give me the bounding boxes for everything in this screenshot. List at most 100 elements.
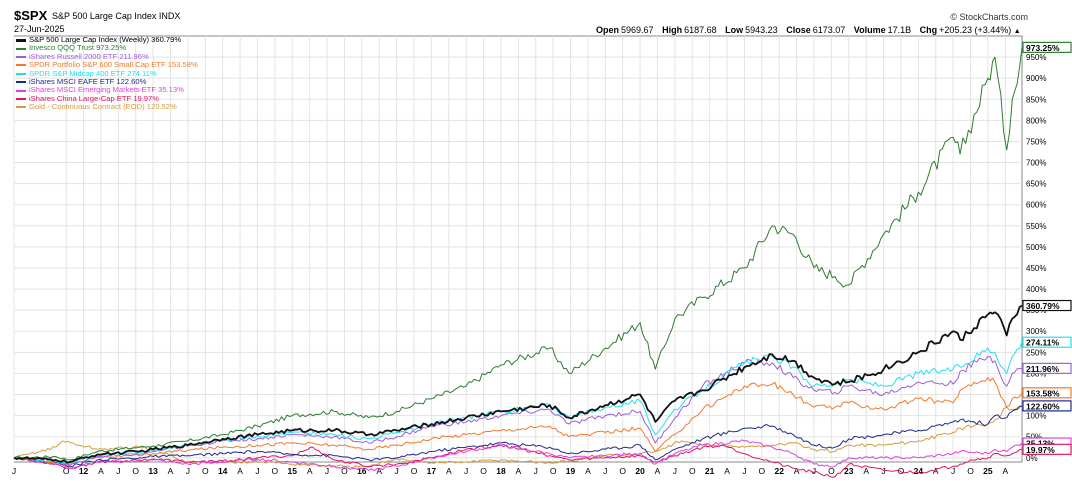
end-label-1: 360.79% <box>1022 299 1072 312</box>
x-tick-label: J <box>951 466 955 476</box>
x-tick-label: J <box>603 466 607 476</box>
y-tick-label: 50% <box>1026 433 1042 442</box>
svg-text:360.79%: 360.79% <box>1026 301 1060 311</box>
y-tick-label: 300% <box>1026 327 1046 336</box>
x-tick-label: O <box>272 466 279 476</box>
x-tick-label: A <box>516 466 522 476</box>
x-tick-label: 14 <box>218 466 228 476</box>
symbol-name: S&P 500 Large Cap Index INDX <box>52 11 181 21</box>
legend-label: Gold - Continuous Contract (EOD) 120.52% <box>29 102 177 112</box>
x-tick-label: O <box>341 466 348 476</box>
x-tick-label: J <box>255 466 259 476</box>
low-value: 5943.23 <box>745 25 778 35</box>
volume-value: 17.1B <box>887 25 912 35</box>
svg-text:122.60%: 122.60% <box>1026 401 1060 411</box>
series-line-7 <box>13 444 1023 478</box>
legend-swatch <box>16 56 26 59</box>
chart-legend: S&P 500 Large Cap Index (Weekly) 360.79%… <box>16 35 198 112</box>
x-tick-label: 22 <box>774 466 784 476</box>
x-tick-label: O <box>619 466 626 476</box>
x-tick-label: 24 <box>914 466 924 476</box>
x-tick-label: O <box>689 466 696 476</box>
y-tick-label: 100% <box>1026 412 1046 421</box>
low-label: Low <box>725 25 744 35</box>
x-tick-label: J <box>534 466 538 476</box>
legend-label: iShares MSCI Emerging Markets ETF 35.13% <box>29 85 184 95</box>
y-tick-label: 0% <box>1026 454 1038 463</box>
legend-swatch <box>16 106 26 109</box>
x-tick-label: O <box>550 466 557 476</box>
x-tick-label: 19 <box>566 466 576 476</box>
y-tick-label: 900% <box>1026 74 1046 83</box>
series-line-0 <box>13 47 1023 461</box>
x-tick-label: O <box>132 466 139 476</box>
y-tick-label: 450% <box>1026 264 1046 273</box>
legend-item-4: SPDR S&P Midcap 400 ETF 274.11% <box>16 68 198 78</box>
brand-credit[interactable]: © StockCharts.com <box>950 12 1028 22</box>
x-tick-label: 20 <box>635 466 645 476</box>
x-tick-label: J <box>881 466 885 476</box>
x-tick-label: O <box>202 466 209 476</box>
legend-label: SPDR S&P Midcap 400 ETF 274.11% <box>29 68 157 78</box>
legend-swatch <box>16 38 26 42</box>
x-tick-label: A <box>863 466 869 476</box>
chg-value: +205.23 (+3.44%) <box>939 25 1012 35</box>
end-label-7: 19.97% <box>1022 443 1072 455</box>
legend-item-5: iShares MSCI EAFE ETF 122.60% <box>16 77 198 87</box>
x-tick-label: 25 <box>983 466 993 476</box>
x-tick-label: A <box>1002 466 1008 476</box>
y-tick-label: 250% <box>1026 348 1046 357</box>
legend-item-6: iShares MSCI Emerging Markets ETF 35.13% <box>16 86 198 94</box>
x-tick-label: J <box>116 466 120 476</box>
triangle-up-icon: ▲ <box>1013 28 1021 35</box>
x-tick-label: 12 <box>79 466 89 476</box>
x-tick-label: A <box>933 466 939 476</box>
svg-text:973.25%: 973.25% <box>1026 43 1060 53</box>
svg-text:274.11%: 274.11% <box>1026 338 1060 348</box>
legend-swatch <box>16 47 26 50</box>
legend-label: SPDR Portfolio S&P 600 Small Cap ETF 153… <box>29 60 198 70</box>
end-label-0: 973.25% <box>1022 41 1072 53</box>
x-tick-label: J <box>12 466 16 476</box>
svg-text:35.13%: 35.13% <box>1026 439 1055 449</box>
x-tick-label: 13 <box>148 466 158 476</box>
x-tick-label: A <box>794 466 800 476</box>
close-value: 6173.07 <box>812 25 846 35</box>
ohlc-readout: Open 5969.67 High 6187.68 Low 5943.23 Close… <box>596 25 1021 35</box>
x-tick-label: A <box>98 466 104 476</box>
end-label-5: 122.60% <box>1022 400 1072 412</box>
svg-text:153.58%: 153.58% <box>1026 388 1060 398</box>
legend-label: iShares Russell 2000 ETF 211.96% <box>29 51 149 61</box>
x-tick-label: J <box>186 466 190 476</box>
y-tick-label: 950% <box>1026 53 1046 62</box>
y-tick-label: 400% <box>1026 285 1046 294</box>
legend-item-7: iShares China Large-Cap ETF 19.97% <box>16 94 198 103</box>
end-label-4: 153.58% <box>1022 387 1072 399</box>
svg-text:19.97%: 19.97% <box>1026 445 1055 455</box>
y-tick-label: 600% <box>1026 201 1046 210</box>
high-label: High <box>662 25 683 35</box>
legend-item-1: Invesco QQQ Trust 973.25% <box>16 43 198 52</box>
x-tick-label: O <box>411 466 418 476</box>
y-tick-label: 700% <box>1026 159 1046 168</box>
legend-label: iShares MSCI EAFE ETF 122.60% <box>29 77 147 87</box>
x-tick-label: A <box>585 466 591 476</box>
x-tick-label: J <box>325 466 329 476</box>
x-tick-label: J <box>394 466 398 476</box>
x-tick-label: J <box>673 466 677 476</box>
x-tick-label: J <box>464 466 468 476</box>
x-tick-label: A <box>168 466 174 476</box>
x-tick-label: O <box>63 466 70 476</box>
volume-label: Volume <box>853 25 886 35</box>
legend-item-3: SPDR Portfolio S&P 600 Small Cap ETF 153… <box>16 60 198 70</box>
x-tick-label: O <box>828 466 835 476</box>
high-value: 6187.68 <box>684 25 717 35</box>
x-tick-label: A <box>724 466 730 476</box>
symbol: $SPX <box>14 8 48 23</box>
x-tick-label: A <box>307 466 313 476</box>
open-value: 5969.67 <box>621 25 654 35</box>
x-tick-label: 15 <box>288 466 298 476</box>
chart-date: 27-Jun-2025 <box>14 24 65 34</box>
x-tick-label: 21 <box>705 466 715 476</box>
